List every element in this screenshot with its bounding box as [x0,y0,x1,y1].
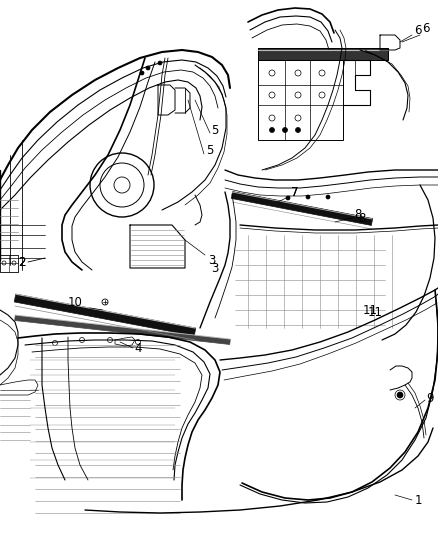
Ellipse shape [146,66,150,70]
Bar [258,48,388,60]
Polygon shape [231,191,373,225]
Polygon shape [14,294,196,336]
Text: 7: 7 [291,185,299,198]
Text: 2: 2 [18,255,26,269]
Text: 7: 7 [291,187,299,199]
Text: 9: 9 [426,392,434,405]
Text: 6: 6 [422,21,430,35]
Ellipse shape [306,195,310,199]
Ellipse shape [397,392,403,398]
Text: 4: 4 [134,342,142,354]
Text: 8: 8 [358,212,366,224]
Ellipse shape [158,61,162,65]
Ellipse shape [269,127,275,133]
Text: 10: 10 [67,295,82,309]
Bar [258,60,343,140]
Text: 1: 1 [414,494,422,506]
Polygon shape [15,316,230,344]
Ellipse shape [283,127,287,133]
Ellipse shape [296,127,300,133]
Text: 3: 3 [211,262,219,274]
Text: 3: 3 [208,254,215,266]
Ellipse shape [140,71,144,75]
Text: 6: 6 [414,23,422,36]
Text: 5: 5 [206,143,214,157]
Ellipse shape [286,196,290,200]
Bar [258,48,388,60]
Text: 8: 8 [354,208,362,222]
Text: 11: 11 [367,305,382,319]
Text: 5: 5 [211,124,219,136]
Text: 2: 2 [18,255,26,269]
Ellipse shape [326,195,330,199]
Text: 11: 11 [363,303,378,317]
